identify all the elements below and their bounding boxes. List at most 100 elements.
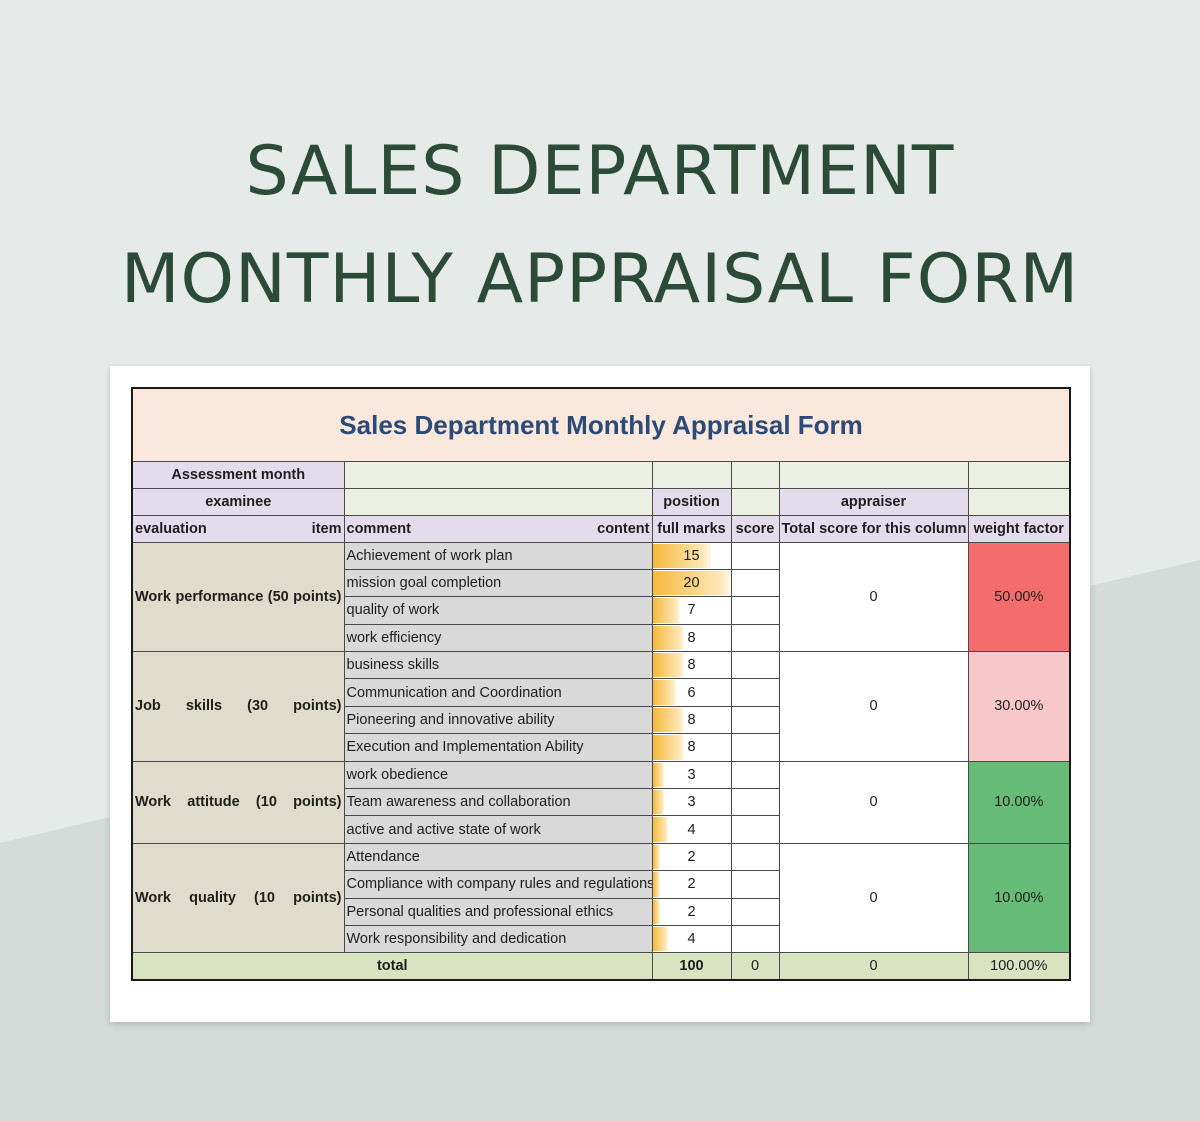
header-comment: comment <box>346 520 411 537</box>
score-input[interactable] <box>730 623 780 653</box>
score-input[interactable] <box>730 596 780 625</box>
header-weight-factor: weight factor <box>967 514 1071 543</box>
item-name: Achievement of work plan <box>343 541 653 570</box>
full-marks-value: 2 <box>687 848 696 865</box>
item-name: Personal qualities and professional ethi… <box>343 897 653 926</box>
total-row: total 100 0 0 100.00% <box>131 952 1071 981</box>
total-full-marks: 100 <box>651 952 732 981</box>
header-content: content <box>597 520 650 537</box>
full-marks-cell: 4 <box>651 815 732 844</box>
score-input[interactable] <box>730 760 780 790</box>
position-label: position <box>651 487 732 516</box>
column-total-cell: 0 <box>778 541 969 653</box>
score-input[interactable] <box>730 541 780 570</box>
full-marks-value: 8 <box>687 657 696 674</box>
assessment-month-cell-5[interactable] <box>967 460 1071 489</box>
assessment-month-cell-3[interactable] <box>730 460 780 489</box>
item-name: work obedience <box>343 760 653 790</box>
score-input[interactable] <box>730 842 780 872</box>
total-column-total: 0 <box>778 952 969 981</box>
item-name: Pioneering and innovative ability <box>343 705 653 735</box>
marks-data-bar <box>653 817 669 842</box>
weight-factor-cell: 10.00% <box>967 842 1071 954</box>
full-marks-value: 15 <box>683 547 700 564</box>
total-label: total <box>131 952 653 981</box>
total-weight: 100.00% <box>967 952 1071 981</box>
table-row: Personal qualities and professional ethi… <box>132 897 1070 926</box>
table-row: Pioneering and innovative ability 8 <box>132 705 1070 735</box>
score-input[interactable] <box>730 897 780 926</box>
assessment-month-input[interactable] <box>343 460 653 489</box>
position-input[interactable] <box>730 487 780 516</box>
full-marks-cell: 8 <box>651 705 732 735</box>
full-marks-cell: 4 <box>651 924 732 954</box>
appraiser-label: appraiser <box>778 487 969 516</box>
table-row: Compliance with company rules and regula… <box>132 870 1070 899</box>
score-input[interactable] <box>730 788 780 817</box>
score-input[interactable] <box>730 815 780 844</box>
appraiser-input[interactable] <box>967 487 1071 516</box>
score-input[interactable] <box>730 651 780 680</box>
column-total-cell: 0 <box>778 760 969 844</box>
marks-data-bar <box>653 653 684 678</box>
weight-factor-cell: 30.00% <box>967 651 1071 762</box>
category-cell: Work quality (10 points) <box>131 842 345 954</box>
full-marks-value: 2 <box>687 903 696 920</box>
full-marks-cell: 8 <box>651 623 732 653</box>
marks-data-bar <box>653 543 711 568</box>
marks-data-bar <box>653 790 665 815</box>
page-title-line2: MONTHLY APPRAISAL FORM <box>120 240 1080 319</box>
marks-data-bar <box>653 625 684 651</box>
page-title: SALES DEPARTMENT MONTHLY APPRAISAL FORM <box>0 118 1200 334</box>
full-marks-cell: 15 <box>651 541 732 570</box>
full-marks-value: 4 <box>687 821 696 838</box>
marks-data-bar <box>653 680 676 705</box>
column-total-cell: 0 <box>778 651 969 762</box>
item-name: Execution and Implementation Ability <box>343 733 653 762</box>
assessment-month-cell-4[interactable] <box>778 460 969 489</box>
item-name: Work responsibility and dedication <box>343 924 653 954</box>
score-input[interactable] <box>730 568 780 598</box>
header-evaluation: evaluation <box>135 520 207 537</box>
marks-data-bar <box>653 707 684 733</box>
marks-data-bar <box>653 735 684 760</box>
score-input[interactable] <box>730 733 780 762</box>
item-name: Compliance with company rules and regula… <box>343 870 653 899</box>
header-full-marks: full marks <box>651 514 732 543</box>
full-marks-cell: 20 <box>651 568 732 598</box>
item-name: Attendance <box>343 842 653 872</box>
score-input[interactable] <box>730 870 780 899</box>
table-row: Work quality (10 points) Attendance 2 0 10.0… <box>131 842 1071 954</box>
full-marks-cell: 3 <box>651 760 732 790</box>
score-input[interactable] <box>730 678 780 707</box>
examinee-input[interactable] <box>343 487 653 516</box>
marks-data-bar <box>653 872 661 897</box>
score-input[interactable] <box>730 924 780 954</box>
marks-data-bar <box>653 844 661 870</box>
assessment-month-cell-2[interactable] <box>651 460 732 489</box>
header-item: item <box>311 520 342 537</box>
item-name: business skills <box>343 651 653 680</box>
spreadsheet-card: Sales Department Monthly Appraisal Form … <box>110 366 1090 1022</box>
full-marks-value: 6 <box>687 684 696 701</box>
full-marks-cell: 2 <box>651 870 732 899</box>
full-marks-value: 7 <box>687 602 696 619</box>
score-input[interactable] <box>730 705 780 735</box>
category-cell: Work performance (50 points) <box>131 541 345 653</box>
table-row: quality of work 7 <box>132 596 1070 625</box>
full-marks-value: 8 <box>687 629 696 646</box>
full-marks-value: 8 <box>687 739 696 756</box>
item-name: work efficiency <box>343 623 653 653</box>
category-cell: Work attitude (10 points) <box>131 760 345 844</box>
header-total-score: Total score for this column <box>778 514 969 543</box>
full-marks-value: 20 <box>683 575 700 592</box>
full-marks-cell: 2 <box>651 897 732 926</box>
table-row: Work responsibility and dedication 4 <box>132 924 1070 954</box>
marks-data-bar <box>653 899 661 924</box>
total-score: 0 <box>730 952 780 981</box>
full-marks-cell: 2 <box>651 842 732 872</box>
form-title: Sales Department Monthly Appraisal Form <box>131 387 1071 462</box>
table-row: Work performance (50 points) Achievement … <box>131 541 1071 653</box>
table-row: Communication and Coordination 6 <box>132 678 1070 707</box>
examinee-label: examinee <box>131 487 345 516</box>
